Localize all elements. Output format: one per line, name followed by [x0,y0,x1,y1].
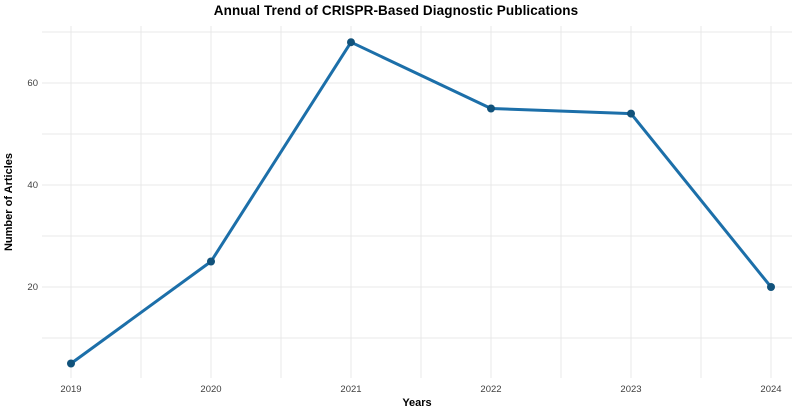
y-tick-label: 40 [27,180,38,191]
x-axis-title: Years [402,397,432,409]
y-tick-label: 60 [27,78,38,89]
data-point-2022 [487,104,495,113]
data-point-2019 [67,359,75,368]
data-point-2024 [767,283,775,291]
x-tick-label: 2019 [60,384,82,395]
chart-title: Annual Trend of CRISPR-Based Diagnostic … [213,3,579,18]
x-tick-label: 2021 [340,384,362,395]
x-tick-label: 2023 [620,384,642,395]
data-line [69,40,773,365]
x-tick-label: 2024 [760,384,782,395]
x-tick-label: 2020 [200,384,222,395]
y-tick-label: 20 [27,282,38,293]
x-tick-label: 2022 [480,384,502,395]
data-point-2020 [207,257,215,266]
data-point-2023 [627,109,635,118]
data-point-2021 [347,38,355,47]
y-axis-title: Number of Articles [3,153,15,252]
